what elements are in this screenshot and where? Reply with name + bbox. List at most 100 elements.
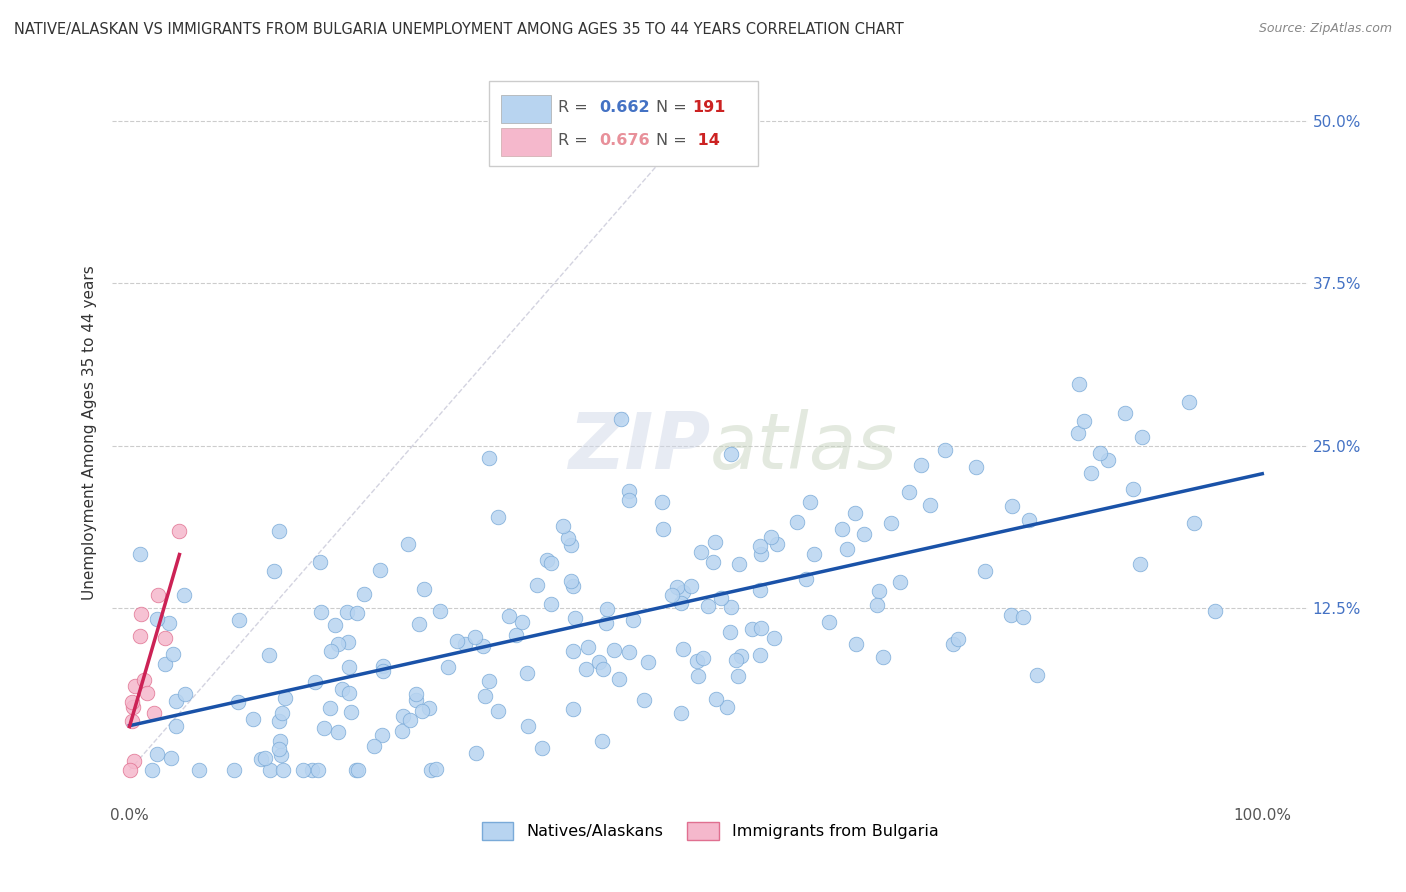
Point [704, 692, 727, 706]
Point [946, 632, 969, 646]
Point [530, 741, 553, 756]
Point [942, 637, 965, 651]
Point [880, 516, 903, 530]
Point [1067, 376, 1090, 391]
Point [517, 719, 540, 733]
Point [472, 640, 495, 654]
Point [889, 575, 911, 590]
Point [135, 686, 157, 700]
Point [128, 629, 150, 643]
Point [437, 660, 460, 674]
Point [337, 686, 360, 700]
Point [762, 631, 785, 645]
Point [853, 527, 876, 541]
Point [725, 653, 748, 667]
Point [319, 701, 342, 715]
Point [165, 719, 187, 733]
Point [396, 537, 419, 551]
Text: R =: R = [558, 100, 593, 115]
Point [749, 548, 772, 562]
Point [363, 739, 385, 754]
Point [799, 495, 821, 509]
Point [157, 616, 180, 631]
Point [271, 706, 294, 721]
Point [371, 659, 394, 673]
Point [169, 524, 191, 538]
Point [561, 579, 583, 593]
Text: 14: 14 [692, 133, 720, 148]
Point [274, 690, 297, 705]
Point [661, 588, 683, 602]
Point [228, 613, 250, 627]
Text: ZIP: ZIP [568, 409, 710, 485]
Point [564, 611, 586, 625]
Point [267, 742, 290, 756]
Point [309, 605, 332, 619]
Point [347, 764, 370, 778]
Point [794, 572, 817, 586]
Text: 0.676: 0.676 [599, 133, 650, 148]
Point [344, 764, 367, 778]
Point [619, 492, 641, 507]
Point [672, 641, 695, 656]
Text: R =: R = [558, 133, 593, 148]
Point [1088, 446, 1111, 460]
Point [165, 694, 187, 708]
Point [162, 648, 184, 662]
Point [837, 541, 859, 556]
Point [271, 764, 294, 778]
Point [371, 728, 394, 742]
Point [651, 495, 673, 509]
Point [685, 654, 707, 668]
Point [346, 606, 368, 620]
Point [336, 605, 359, 619]
Point [898, 485, 921, 500]
Point [730, 648, 752, 663]
Point [669, 596, 692, 610]
Point [242, 712, 264, 726]
Point [146, 588, 169, 602]
Point [965, 460, 987, 475]
Point [418, 701, 440, 715]
Point [454, 637, 477, 651]
Point [336, 635, 359, 649]
Point [314, 722, 336, 736]
Point [464, 630, 486, 644]
Point [1080, 466, 1102, 480]
Point [173, 588, 195, 602]
Text: N =: N = [657, 133, 692, 148]
Legend: Natives/Alaskans, Immigrants from Bulgaria: Natives/Alaskans, Immigrants from Bulgar… [475, 815, 945, 847]
Point [868, 583, 890, 598]
Point [1073, 414, 1095, 428]
Point [486, 510, 509, 524]
Point [1122, 482, 1144, 496]
Text: atlas: atlas [710, 409, 898, 485]
Text: Source: ZipAtlas.com: Source: ZipAtlas.com [1258, 22, 1392, 36]
Point [602, 643, 624, 657]
Point [328, 724, 350, 739]
Text: NATIVE/ALASKAN VS IMMIGRANTS FROM BULGARIA UNEMPLOYMENT AMONG AGES 35 TO 44 YEAR: NATIVE/ALASKAN VS IMMIGRANTS FROM BULGAR… [14, 22, 904, 37]
Point [619, 645, 641, 659]
Point [122, 754, 145, 768]
Point [146, 612, 169, 626]
Point [669, 706, 692, 720]
Point [405, 692, 427, 706]
Point [749, 621, 772, 635]
Point [505, 628, 527, 642]
Point [728, 557, 751, 571]
Point [560, 574, 582, 589]
Point [831, 522, 853, 536]
Point [920, 498, 942, 512]
Point [697, 599, 720, 613]
Point [391, 724, 413, 739]
Point [686, 669, 709, 683]
FancyBboxPatch shape [501, 128, 551, 156]
Point [540, 556, 562, 570]
Point [866, 598, 889, 612]
Point [498, 608, 520, 623]
Point [153, 632, 176, 646]
Point [319, 644, 342, 658]
Point [408, 616, 430, 631]
Point [1204, 604, 1226, 618]
Point [121, 695, 143, 709]
